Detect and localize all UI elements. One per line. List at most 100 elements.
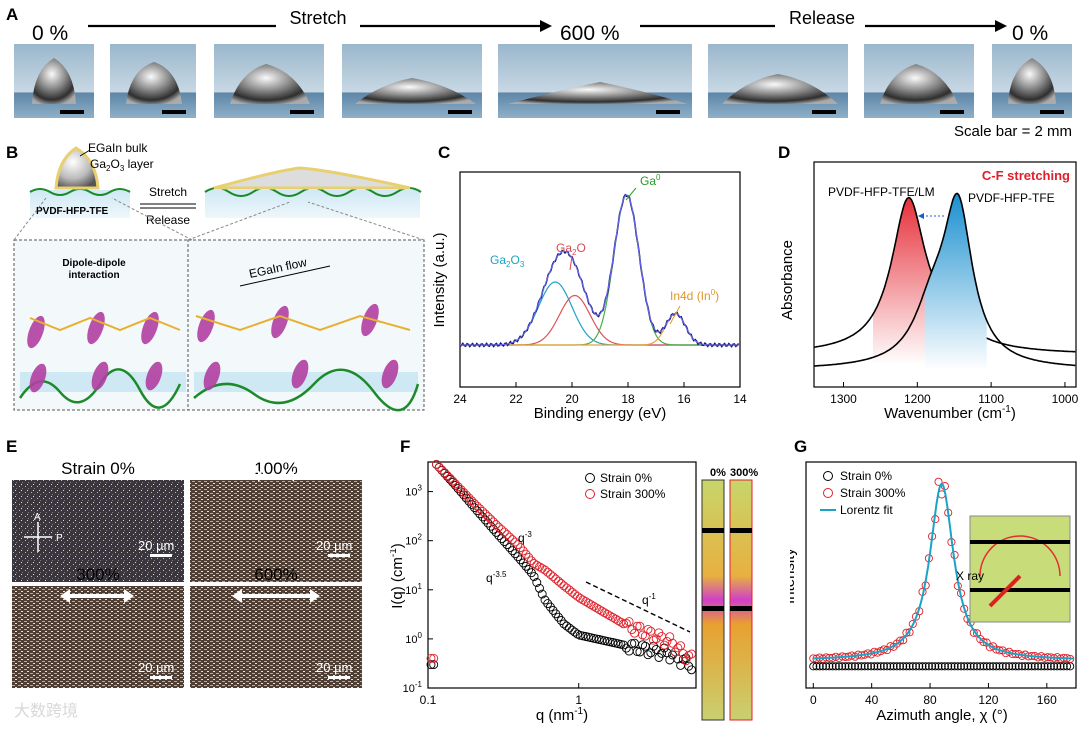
plot-frame-g [805, 461, 1077, 689]
svg-text:q-1: q-1 [642, 592, 656, 607]
panel-a-release: Release [789, 8, 855, 28]
pure-fill [924, 193, 987, 370]
svg-text:Dipole-dipole: Dipole-dipole [62, 258, 126, 269]
panel-d: D C-F stretching Absorbance Wavenumber (… [778, 143, 1079, 422]
point-f [551, 574, 561, 584]
point-f [556, 579, 566, 588]
svg-text:300%: 300% [76, 565, 119, 584]
xtick-c: 22 [509, 392, 523, 406]
point-g0 [940, 662, 949, 671]
point-g0 [863, 662, 872, 671]
panel-f: F I(q) (cm-1) q (nm-1) 10310210110010-10… [390, 437, 758, 724]
point-g0 [915, 662, 924, 671]
point-f [548, 605, 558, 615]
point-g0 [921, 662, 930, 671]
point-f [529, 572, 539, 582]
point-g0 [969, 662, 978, 671]
point-g0 [966, 662, 975, 671]
point-f [551, 609, 561, 619]
point-f [638, 640, 648, 650]
point-f [429, 653, 439, 663]
point-g0 [960, 662, 969, 671]
point-f [621, 643, 631, 653]
point-g0 [1040, 662, 1049, 671]
xtick-g: 80 [923, 693, 937, 707]
svg-text:interaction: interaction [68, 270, 119, 281]
panel-a-mid: 600 % [560, 22, 620, 45]
label-pure: PVDF-HFP-TFE [968, 191, 1055, 205]
xtick-d: 1100 [978, 392, 1004, 406]
xtick-g: 160 [1037, 693, 1057, 707]
point-f [643, 650, 653, 660]
point-g0 [838, 662, 847, 671]
point-f [507, 546, 517, 556]
droplet-photo-8 [992, 44, 1072, 118]
svg-text:600%: 600% [254, 565, 297, 584]
droplet-photo-3 [214, 44, 324, 118]
xlabel-c: Binding energy (eV) [534, 405, 667, 422]
point-f [453, 482, 463, 492]
point-g0 [937, 662, 946, 671]
svg-text:q-3.5: q-3.5 [486, 570, 507, 585]
point-f [643, 624, 653, 634]
point-g0 [1062, 662, 1072, 671]
ylabel-d: Absorbance [779, 240, 796, 320]
point-g0 [989, 662, 998, 671]
point-f [540, 565, 550, 575]
point-g0 [953, 662, 962, 671]
point-g0 [831, 662, 840, 671]
point-f [518, 546, 528, 556]
point-g0 [992, 662, 1001, 671]
point-f [659, 643, 669, 653]
point-f [646, 626, 656, 636]
point-f [545, 602, 555, 612]
point-f [535, 562, 544, 572]
droplet-photo-7 [864, 44, 974, 118]
point-g0 [902, 662, 911, 671]
point-f [687, 665, 696, 675]
point-f [548, 572, 558, 582]
svg-text:300%: 300% [730, 467, 758, 479]
point-g0 [995, 662, 1004, 671]
point-g0 [947, 662, 956, 671]
point-f [543, 599, 553, 609]
xtick-f: 0.1 [420, 693, 437, 707]
point-f [448, 476, 458, 486]
point-f [518, 558, 528, 568]
point-f [524, 552, 534, 562]
bulk-label: EGaIn bulk [88, 141, 148, 155]
series-pure [813, 192, 1076, 367]
fit-envelope [460, 194, 739, 346]
svg-text:Strain 0%: Strain 0% [840, 469, 892, 483]
point-f [494, 522, 504, 532]
xtick-d: 1000 [1052, 392, 1079, 406]
point-f [594, 605, 604, 614]
label-ga0: Ga0 [640, 173, 661, 188]
point-f [516, 543, 525, 553]
point-f [600, 608, 610, 618]
xtick-g: 40 [865, 693, 879, 707]
point-f [516, 555, 525, 565]
point-f [605, 611, 615, 621]
scale-note: Scale bar = 2 mm [954, 123, 1072, 140]
svg-text:Lorentz fit: Lorentz fit [840, 503, 893, 517]
panel-a-start: 0 % [32, 22, 68, 45]
point-g0 [815, 662, 824, 671]
point-f [513, 552, 523, 562]
point-g0 [1034, 662, 1043, 671]
point-f [567, 587, 577, 597]
point-f [651, 634, 661, 644]
point-f [480, 509, 490, 519]
point-f [570, 589, 580, 599]
point-g0 [972, 662, 982, 671]
point-f [475, 509, 485, 519]
point-g0 [934, 662, 943, 671]
label-ga2o3: Ga2O3 [490, 253, 525, 269]
point-f [437, 465, 447, 475]
point-f [467, 496, 477, 506]
panel-a-stretch: Stretch [289, 8, 346, 28]
point-g0 [1046, 662, 1055, 671]
xtick-g: 0 [810, 693, 817, 707]
panel-e: E Strain 0% 100% 300% 600% A P 20 µm 20 … [0, 436, 390, 726]
point-f [461, 493, 471, 503]
